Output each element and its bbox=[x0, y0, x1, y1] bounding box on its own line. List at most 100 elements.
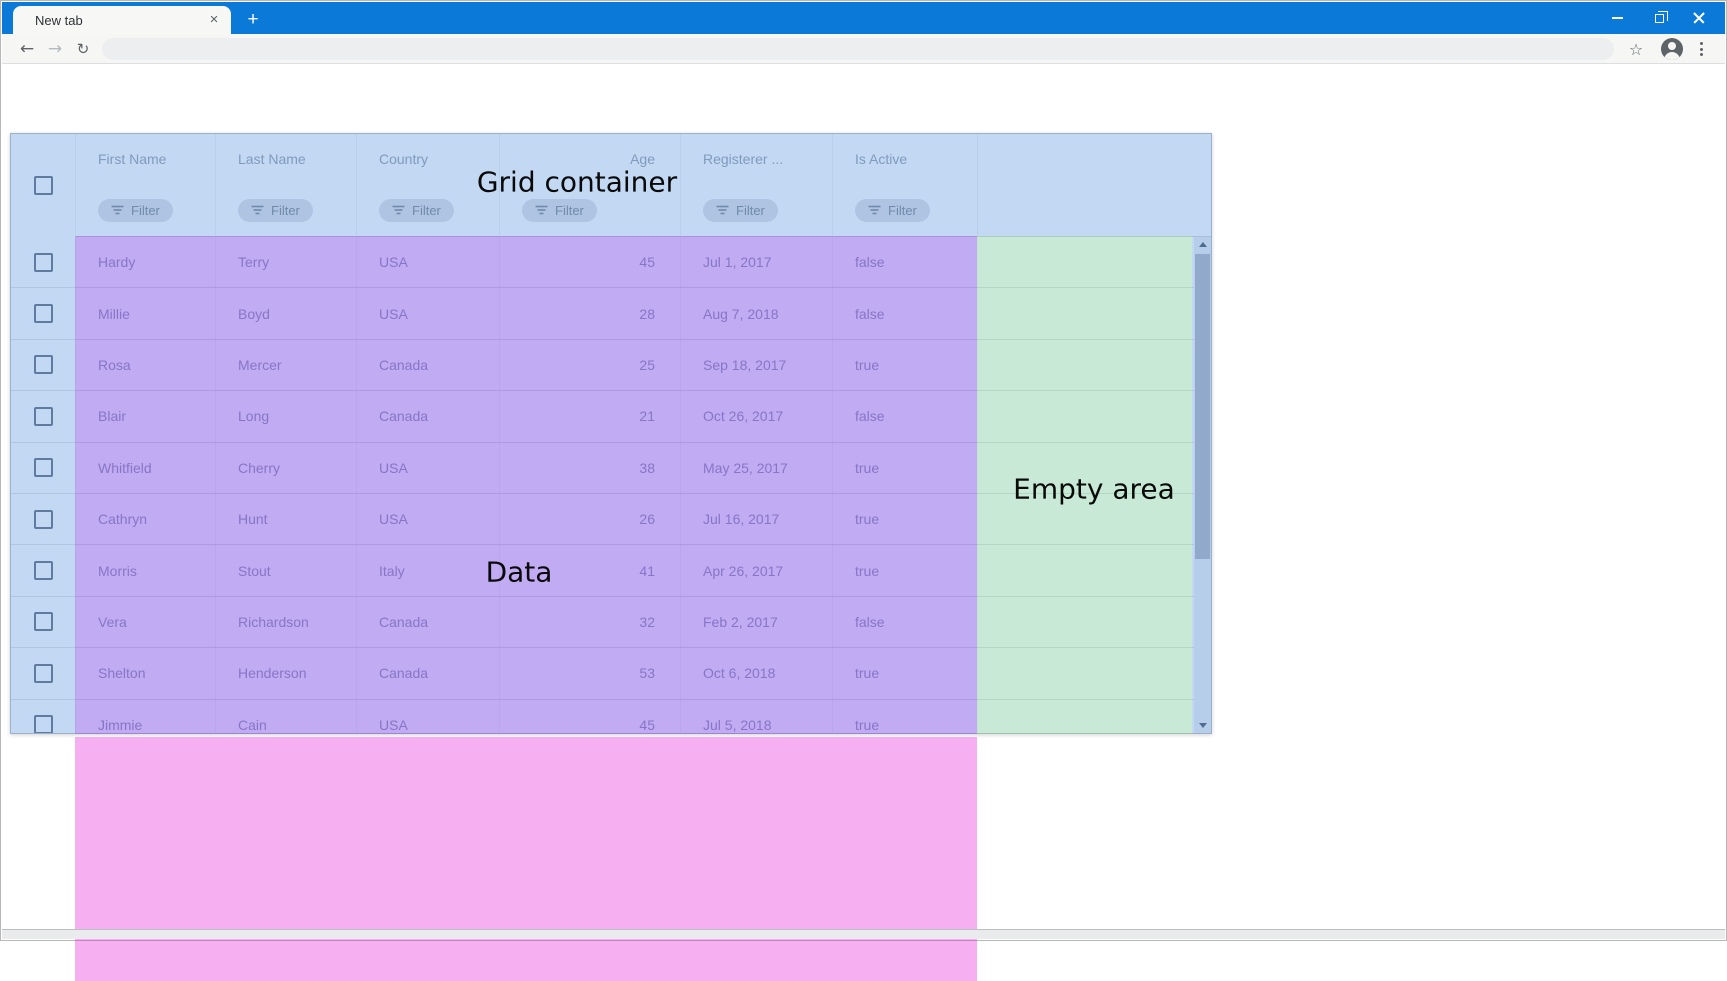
filter-button-last-name[interactable]: Filter bbox=[238, 199, 313, 222]
window-minimize-button[interactable] bbox=[1595, 2, 1639, 34]
filter-button-is-active[interactable]: Filter bbox=[855, 199, 930, 222]
column-header-empty bbox=[978, 134, 1211, 184]
cell-age: 45 bbox=[500, 700, 681, 734]
select-all-cell bbox=[11, 134, 76, 237]
select-all-checkbox[interactable] bbox=[34, 176, 53, 195]
table-row[interactable]: Whitfield Cherry USA 38 May 25, 2017 tru… bbox=[11, 443, 1211, 494]
cell-is-active: false bbox=[833, 237, 978, 287]
table-row[interactable]: Jimmie Cain USA 45 Jul 5, 2018 true bbox=[11, 700, 1211, 734]
cell-first-name: Blair bbox=[76, 391, 216, 441]
column-header-is-active[interactable]: Is Active bbox=[833, 134, 978, 184]
filter-button-country[interactable]: Filter bbox=[379, 199, 454, 222]
column-header-registered[interactable]: Registerer ... bbox=[681, 134, 833, 184]
filter-cell-empty bbox=[978, 184, 1211, 237]
address-bar-input[interactable] bbox=[102, 38, 1614, 60]
row-checkbox[interactable] bbox=[34, 253, 53, 272]
cell-country: USA bbox=[357, 700, 500, 734]
column-header-age[interactable]: Age bbox=[500, 134, 681, 184]
tab-close-icon[interactable]: × bbox=[205, 11, 223, 29]
browser-window: New tab × + ← → ↻ ☆ First Name Last Name… bbox=[0, 0, 1727, 941]
table-row[interactable]: Rosa Mercer Canada 25 Sep 18, 2017 true bbox=[11, 340, 1211, 391]
browser-menu-button[interactable] bbox=[1694, 37, 1708, 61]
row-checkbox[interactable] bbox=[34, 355, 53, 374]
cell-age: 28 bbox=[500, 288, 681, 338]
column-header-country[interactable]: Country bbox=[357, 134, 500, 184]
filter-button-registered[interactable]: Filter bbox=[703, 199, 778, 222]
table-row[interactable]: Blair Long Canada 21 Oct 26, 2017 false bbox=[11, 391, 1211, 442]
browser-tab[interactable]: New tab × bbox=[13, 6, 231, 35]
scrollbar-down-button[interactable] bbox=[1194, 718, 1211, 733]
filter-cell-country: Filter bbox=[357, 184, 500, 237]
cell-first-name: Millie bbox=[76, 288, 216, 338]
row-select-cell bbox=[11, 545, 76, 595]
window-restore-button[interactable] bbox=[1637, 2, 1681, 34]
cell-age: 53 bbox=[500, 648, 681, 698]
cell-first-name: Jimmie bbox=[76, 700, 216, 734]
row-checkbox[interactable] bbox=[34, 561, 53, 580]
row-checkbox[interactable] bbox=[34, 407, 53, 426]
row-checkbox[interactable] bbox=[34, 510, 53, 529]
row-select-cell bbox=[11, 340, 76, 390]
cell-last-name: Boyd bbox=[216, 288, 357, 338]
table-row[interactable]: Cathryn Hunt USA 26 Jul 16, 2017 true bbox=[11, 494, 1211, 545]
column-header-first-name[interactable]: First Name bbox=[76, 134, 216, 184]
restore-icon bbox=[1655, 14, 1664, 23]
filter-icon bbox=[535, 205, 548, 215]
row-checkbox[interactable] bbox=[34, 304, 53, 323]
reload-button[interactable]: ↻ bbox=[70, 36, 96, 62]
cell-registered: Oct 26, 2017 bbox=[681, 391, 833, 441]
cell-age: 25 bbox=[500, 340, 681, 390]
cell-first-name: Morris bbox=[76, 545, 216, 595]
cell-registered: Apr 26, 2017 bbox=[681, 545, 833, 595]
cell-age: 21 bbox=[500, 391, 681, 441]
cell-age: 41 bbox=[500, 545, 681, 595]
filter-cell-is-active: Filter bbox=[833, 184, 978, 237]
cell-country: USA bbox=[357, 237, 500, 287]
cell-first-name: Vera bbox=[76, 597, 216, 647]
cell-age: 45 bbox=[500, 237, 681, 287]
back-button[interactable]: ← bbox=[14, 36, 40, 62]
table-row[interactable]: Vera Richardson Canada 32 Feb 2, 2017 fa… bbox=[11, 597, 1211, 648]
cell-last-name: Long bbox=[216, 391, 357, 441]
cell-country: Canada bbox=[357, 597, 500, 647]
filter-cell-age: Filter bbox=[500, 184, 681, 237]
new-tab-button[interactable]: + bbox=[240, 8, 266, 32]
cell-empty bbox=[978, 648, 1211, 698]
profile-avatar-icon[interactable] bbox=[1661, 38, 1683, 60]
tab-title: New tab bbox=[35, 13, 83, 28]
filter-icon bbox=[716, 205, 729, 215]
scrollbar-thumb[interactable] bbox=[1195, 254, 1210, 559]
row-checkbox[interactable] bbox=[34, 664, 53, 683]
cell-registered: Feb 2, 2017 bbox=[681, 597, 833, 647]
row-select-cell bbox=[11, 443, 76, 493]
filter-icon bbox=[111, 205, 124, 215]
filter-icon bbox=[251, 205, 264, 215]
cell-registered: Jul 5, 2018 bbox=[681, 700, 833, 734]
table-row[interactable]: Morris Stout Italy 41 Apr 26, 2017 true bbox=[11, 545, 1211, 596]
table-row[interactable]: Hardy Terry USA 45 Jul 1, 2017 false bbox=[11, 237, 1211, 288]
cell-last-name: Terry bbox=[216, 237, 357, 287]
cell-empty bbox=[978, 494, 1211, 544]
cell-empty bbox=[978, 443, 1211, 493]
cell-is-active: true bbox=[833, 443, 978, 493]
bookmark-star-icon[interactable]: ☆ bbox=[1624, 36, 1648, 62]
filter-icon bbox=[392, 205, 405, 215]
vertical-scrollbar[interactable] bbox=[1194, 237, 1211, 733]
filter-button-first-name[interactable]: Filter bbox=[98, 199, 173, 222]
grid-body: Hardy Terry USA 45 Jul 1, 2017 false Mil… bbox=[11, 237, 1211, 734]
table-row[interactable]: Shelton Henderson Canada 53 Oct 6, 2018 … bbox=[11, 648, 1211, 699]
column-header-last-name[interactable]: Last Name bbox=[216, 134, 357, 184]
row-checkbox[interactable] bbox=[34, 612, 53, 631]
cell-is-active: true bbox=[833, 700, 978, 734]
row-checkbox[interactable] bbox=[34, 458, 53, 477]
window-close-button[interactable] bbox=[1677, 2, 1721, 34]
filter-button-age[interactable]: Filter bbox=[522, 199, 597, 222]
overlay-below-grid bbox=[75, 737, 977, 981]
cell-empty bbox=[978, 700, 1211, 734]
row-checkbox[interactable] bbox=[34, 715, 53, 734]
cell-is-active: true bbox=[833, 648, 978, 698]
scrollbar-up-button[interactable] bbox=[1194, 237, 1211, 252]
cell-is-active: false bbox=[833, 288, 978, 338]
browser-toolbar: ← → ↻ ☆ bbox=[2, 34, 1725, 64]
table-row[interactable]: Millie Boyd USA 28 Aug 7, 2018 false bbox=[11, 288, 1211, 339]
